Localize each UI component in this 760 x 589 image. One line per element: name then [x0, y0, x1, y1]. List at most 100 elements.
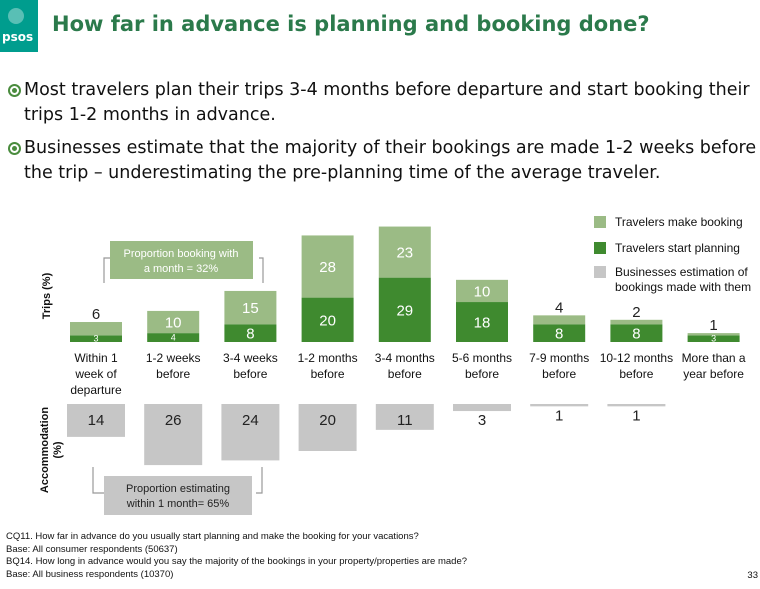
bar-make-booking — [533, 315, 586, 325]
footer-line: BQ14. How long in advance would you say … — [6, 556, 468, 567]
label-start-planning: 8 — [555, 326, 563, 343]
category-tick-label: before — [619, 367, 653, 381]
bullet-text-2: Businesses estimate that the majority of… — [24, 138, 757, 183]
top-annotation-text: Proportion booking with — [124, 248, 239, 260]
label-business-estimation: 1 — [555, 407, 563, 424]
footer-line: Base: All consumer respondents (50637) — [6, 543, 178, 555]
bottom-annotation-text: within 1 month= 65% — [126, 498, 230, 510]
bar-make-booking — [224, 290, 277, 325]
label-business-estimation: 14 — [88, 412, 105, 429]
bottom-axis-label: Accommodation — [39, 407, 51, 493]
top-axis-label: Trips (%) — [41, 272, 53, 319]
bar-business-estimation — [453, 404, 511, 412]
bottom-bracket — [92, 467, 263, 494]
legend-swatch — [594, 266, 606, 278]
label-start-planning: 3 — [93, 334, 98, 344]
label-start-planning: 8 — [246, 326, 254, 343]
bar-business-estimation — [607, 404, 666, 407]
top-annotation-text: a month = 32% — [144, 263, 219, 275]
logo-mark — [8, 8, 24, 24]
footer-line: CQ11. How far in advance do you usually … — [6, 531, 419, 542]
bar-start-planning — [147, 333, 200, 342]
bar-make-booking — [70, 322, 122, 336]
category-tick-label: before — [465, 367, 499, 381]
label-start-planning: 29 — [396, 302, 413, 319]
label-make-booking: 2 — [632, 304, 640, 321]
bullet-list: Most travelers plan their trips 3-4 mont… — [6, 78, 758, 194]
label-make-booking: 6 — [92, 306, 100, 323]
bar-make-booking — [610, 319, 663, 325]
bullet-item-2: Businesses estimate that the majority of… — [6, 136, 758, 186]
bullet-icon — [8, 84, 21, 97]
label-start-planning: 18 — [474, 315, 491, 332]
label-make-booking: 23 — [396, 245, 413, 262]
bar-make-booking — [456, 279, 508, 303]
top-annotation-box — [110, 241, 253, 279]
footer-line: Base: All business respondents (10370) — [6, 568, 174, 580]
category-tick-label: 1-2 months — [298, 351, 358, 365]
bar-make-booking — [378, 226, 431, 278]
label-start-planning: 3 — [711, 334, 716, 344]
label-make-booking: 15 — [242, 300, 259, 317]
category-tick-label: before — [233, 367, 267, 381]
category-tick-label: More than a — [682, 351, 746, 365]
category-tick-label: Within 1 — [74, 351, 118, 365]
label-make-booking: 1 — [709, 317, 717, 334]
category-tick-label: 5-6 months — [452, 351, 512, 365]
legend-label: Travelers start planning — [615, 241, 740, 255]
bar-start-planning — [224, 324, 277, 342]
bottom-annotation-box — [104, 476, 252, 515]
bar-start-planning — [687, 335, 740, 342]
label-make-booking: 10 — [474, 283, 491, 300]
bottom-annotation-text: Proportion estimating — [126, 483, 230, 495]
bullet-icon — [8, 142, 21, 155]
bar-business-estimation — [67, 404, 125, 437]
bar-make-booking — [301, 235, 354, 298]
footer-notes: CQ11. How far in advance do you usually … — [6, 531, 467, 581]
legend-swatch — [594, 216, 606, 228]
page-number: 33 — [747, 570, 758, 581]
label-business-estimation: 20 — [319, 412, 336, 429]
legend-label: Travelers make booking — [615, 215, 743, 229]
label-make-booking: 10 — [165, 315, 182, 332]
category-tick-label: departure — [70, 383, 122, 397]
bottom-axis-label: (%) — [52, 441, 64, 458]
bar-make-booking — [147, 310, 200, 334]
bullet-text-1: Most travelers plan their trips 3-4 mont… — [24, 80, 750, 125]
category-tick-label: 10-12 months — [600, 351, 673, 365]
category-tick-label: 7-9 months — [529, 351, 589, 365]
bar-business-estimation — [298, 404, 357, 451]
legend-label: bookings made with them — [615, 280, 751, 294]
category-tick-label: 3-4 weeks — [223, 351, 278, 365]
category-tick-label: before — [311, 367, 345, 381]
label-business-estimation: 24 — [242, 412, 259, 429]
bar-start-planning — [533, 324, 586, 342]
logo-text: psos — [2, 30, 34, 44]
bullet-item-1: Most travelers plan their trips 3-4 mont… — [6, 78, 758, 128]
bar-business-estimation — [375, 404, 434, 430]
category-tick-label: year before — [683, 367, 744, 381]
label-business-estimation: 3 — [478, 412, 486, 429]
category-tick-label: 1-2 weeks — [146, 351, 201, 365]
label-start-planning: 4 — [171, 333, 176, 343]
label-business-estimation: 1 — [632, 407, 640, 424]
bar-business-estimation — [530, 404, 589, 407]
bar-start-planning — [70, 335, 122, 342]
bar-business-estimation — [144, 404, 203, 466]
ipsos-logo: psos — [0, 0, 38, 52]
label-business-estimation: 11 — [397, 412, 413, 429]
bar-start-planning — [301, 297, 354, 342]
bar-business-estimation — [221, 404, 280, 461]
label-business-estimation: 26 — [165, 412, 182, 429]
top-bracket — [103, 257, 264, 283]
category-tick-label: before — [156, 367, 190, 381]
bar-make-booking — [687, 333, 740, 336]
label-make-booking: 4 — [555, 299, 563, 316]
category-tick-label: 3-4 months — [375, 351, 435, 365]
category-tick-label: week of — [74, 367, 117, 381]
legend-label: Businesses estimation of — [615, 265, 748, 279]
label-start-planning: 20 — [319, 312, 336, 329]
label-make-booking: 28 — [319, 259, 336, 276]
bar-start-planning — [456, 302, 508, 342]
